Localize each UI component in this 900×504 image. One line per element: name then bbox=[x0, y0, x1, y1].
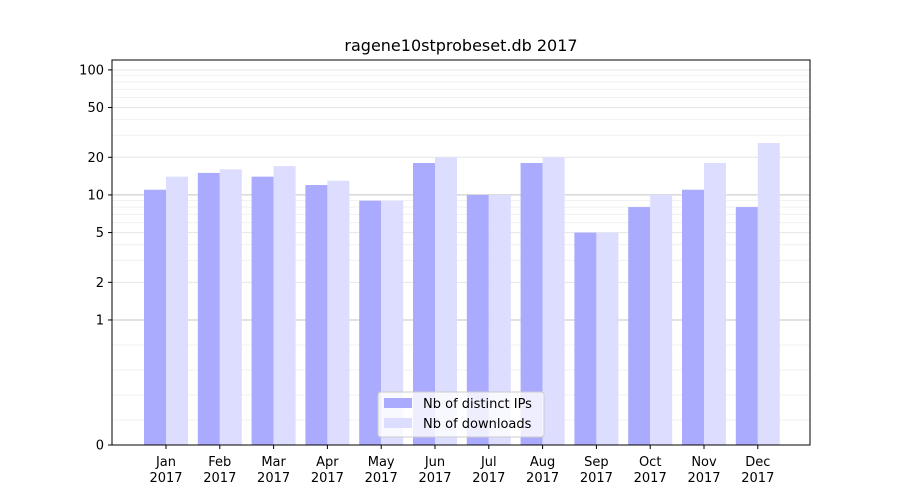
bar-distinct-ips bbox=[251, 176, 274, 445]
bar-distinct-ips bbox=[682, 189, 704, 445]
x-tick-label-year: 2017 bbox=[472, 471, 505, 486]
y-axis: 0 1 2 5 10 20 50 100 bbox=[79, 63, 112, 454]
legend-label: Nb of downloads bbox=[423, 417, 532, 432]
x-axis: Jan2017Feb2017Mar2017Apr2017May2017Jun20… bbox=[149, 445, 774, 486]
legend-swatch bbox=[384, 398, 412, 408]
y-tick-label: 100 bbox=[79, 63, 104, 78]
x-tick-label-month: Sep bbox=[584, 455, 609, 470]
legend: Nb of distinct IPs Nb of downloads bbox=[377, 391, 545, 438]
bar-downloads bbox=[757, 143, 780, 445]
bar-distinct-ips bbox=[628, 207, 651, 445]
bar-downloads bbox=[704, 163, 726, 445]
x-tick-label-month: Jun bbox=[424, 455, 445, 470]
y-tick-label: 20 bbox=[87, 151, 104, 166]
bar-distinct-ips bbox=[305, 185, 328, 445]
y-tick-label: 5 bbox=[96, 226, 104, 241]
x-tick-label-year: 2017 bbox=[687, 471, 720, 486]
x-tick-label-month: Feb bbox=[208, 455, 231, 470]
x-tick-label-month: Mar bbox=[261, 455, 286, 470]
bar-downloads bbox=[596, 232, 619, 445]
bar-distinct-ips bbox=[574, 232, 597, 445]
x-tick-label-month: Dec bbox=[745, 455, 770, 470]
x-tick-label-month: Aug bbox=[530, 455, 555, 470]
chart-title: ragene10stprobeset.db 2017 bbox=[344, 36, 577, 55]
x-tick-label-year: 2017 bbox=[580, 471, 613, 486]
y-tick-label: 0 bbox=[96, 439, 104, 454]
bar-distinct-ips bbox=[520, 163, 543, 445]
bar-downloads bbox=[542, 157, 565, 445]
x-tick-label-month: Nov bbox=[691, 455, 717, 470]
legend-label: Nb of distinct IPs bbox=[423, 397, 532, 412]
y-tick-label: 50 bbox=[87, 101, 104, 116]
x-tick-label-month: Oct bbox=[639, 455, 661, 470]
bar-downloads bbox=[488, 194, 511, 445]
bar-distinct-ips bbox=[413, 163, 435, 445]
y-tick-label: 2 bbox=[96, 276, 104, 291]
legend-box bbox=[377, 391, 545, 438]
bar-downloads bbox=[219, 169, 242, 445]
x-tick-label-year: 2017 bbox=[149, 471, 182, 486]
bar-downloads bbox=[650, 194, 673, 445]
bar-distinct-ips bbox=[735, 207, 758, 445]
legend-swatch bbox=[384, 418, 412, 428]
plot-frame bbox=[111, 59, 811, 446]
bar-distinct-ips bbox=[197, 172, 220, 445]
x-tick-label-year: 2017 bbox=[203, 471, 236, 486]
bar-downloads bbox=[166, 176, 188, 445]
x-tick-label-month: Jul bbox=[480, 455, 497, 470]
bar-downloads bbox=[381, 200, 404, 445]
bar-downloads bbox=[435, 157, 457, 445]
x-tick-label-year: 2017 bbox=[311, 471, 344, 486]
y-tick-label: 10 bbox=[87, 188, 104, 203]
y-tick-label: 1 bbox=[96, 313, 104, 328]
bars-layer bbox=[144, 143, 780, 445]
bar-downloads bbox=[273, 166, 296, 445]
bar-distinct-ips bbox=[466, 194, 489, 445]
x-tick-label-year: 2017 bbox=[634, 471, 667, 486]
x-tick-label-month: Apr bbox=[316, 455, 339, 470]
x-tick-label-year: 2017 bbox=[526, 471, 559, 486]
x-tick-label-month: Jan bbox=[155, 455, 176, 470]
x-tick-label-year: 2017 bbox=[418, 471, 451, 486]
bar-distinct-ips bbox=[144, 189, 166, 445]
x-tick-label-year: 2017 bbox=[365, 471, 398, 486]
bar-downloads bbox=[327, 180, 350, 445]
x-tick-label-year: 2017 bbox=[741, 471, 774, 486]
x-tick-label-year: 2017 bbox=[257, 471, 290, 486]
x-tick-label-month: May bbox=[368, 455, 395, 470]
bar-distinct-ips bbox=[359, 200, 382, 445]
